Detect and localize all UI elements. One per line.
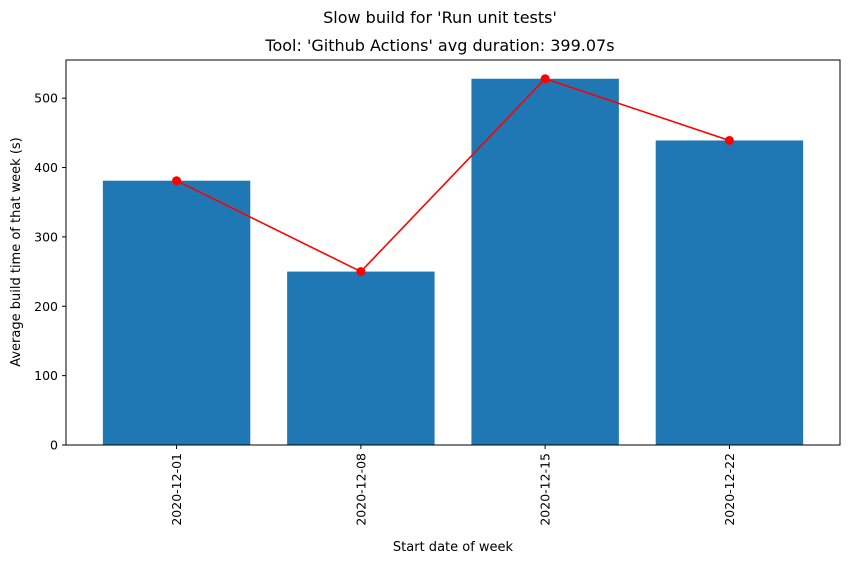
- trend-line: [176, 77, 730, 273]
- bar-2020-12-15: [471, 78, 619, 445]
- figure-suptitle: Slow build for 'Run unit tests': [323, 8, 557, 27]
- trend-point-2020-12-01: [172, 176, 182, 186]
- y-tick-label: 300: [34, 229, 58, 244]
- trend-point-2020-12-15: [540, 74, 550, 84]
- chart-title: Tool: 'Github Actions' avg duration: 399…: [264, 36, 614, 55]
- trend-point-2020-12-22: [724, 135, 734, 145]
- bar-2020-12-01: [102, 180, 251, 445]
- y-tick-label: 100: [34, 368, 58, 383]
- x-tick-label: 2020-12-01: [169, 453, 184, 526]
- plot-area: 0 100 200 300 400 500 2020-12-01 2020-12-08 2020…: [34, 74, 804, 526]
- x-axis-label: Start date of week: [393, 540, 514, 555]
- x-tick-label: 2020-12-15: [538, 453, 553, 526]
- y-tick-label: 500: [34, 91, 58, 106]
- trend-point-2020-12-08: [356, 267, 366, 277]
- axes-frame: [65, 59, 841, 446]
- bar-2020-12-22: [655, 140, 804, 445]
- y-axis-label: Average build time of that week (s): [9, 137, 24, 367]
- bar-2020-12-08: [287, 271, 435, 445]
- y-tick-label: 200: [34, 299, 58, 314]
- x-tick-label: 2020-12-08: [353, 453, 368, 526]
- x-tick-label: 2020-12-22: [722, 453, 737, 526]
- y-tick-label: 0: [50, 438, 58, 453]
- y-tick-label: 400: [34, 160, 58, 175]
